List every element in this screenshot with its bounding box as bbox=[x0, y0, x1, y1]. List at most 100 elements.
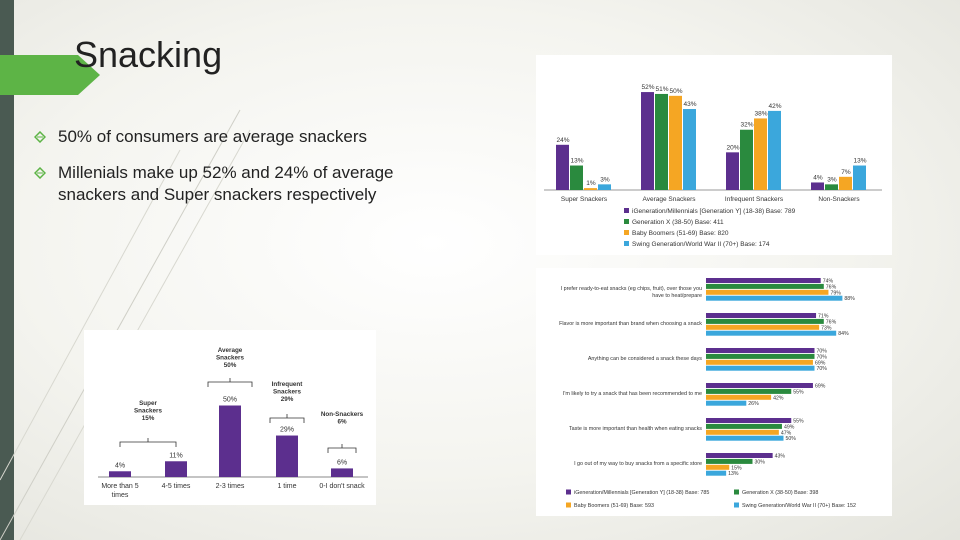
bar bbox=[706, 418, 792, 423]
category-label: 2-3 times bbox=[216, 483, 245, 490]
legend-entry: iGeneration/Millennials [Generation Y] (… bbox=[632, 208, 796, 215]
frequency-chart-panel: 4% 11% 50% 29% 6% More than 5 times 4-5 times 2-… bbox=[84, 330, 376, 505]
category-label: Non-Snackers bbox=[818, 196, 860, 203]
data-label: 88% bbox=[844, 296, 855, 302]
bar bbox=[706, 278, 821, 283]
bar bbox=[276, 435, 298, 477]
legend-swatch bbox=[734, 502, 739, 508]
data-label: 76% bbox=[826, 284, 837, 290]
legend-swatch bbox=[566, 489, 571, 495]
bar bbox=[669, 95, 682, 190]
bar bbox=[706, 464, 730, 470]
data-label: 6% bbox=[337, 459, 347, 466]
legend-entry: Swing Generation/World War II (70+) Base… bbox=[632, 241, 770, 248]
generation-snacker-chart-panel: 24% 13% 1% 3% Super Snackers 52% 51% 50% 43% Aver… bbox=[536, 55, 892, 255]
bar bbox=[740, 129, 753, 190]
data-label: 69% bbox=[815, 384, 826, 390]
data-label: 70% bbox=[817, 354, 828, 360]
category-label: More than 5 times bbox=[101, 483, 138, 499]
bar bbox=[165, 461, 187, 477]
bar bbox=[598, 184, 611, 190]
bar bbox=[706, 283, 824, 289]
data-label: 42% bbox=[773, 395, 784, 401]
category-label: I'm likely to try a snack that has been … bbox=[563, 391, 702, 397]
data-label: 49% bbox=[784, 424, 795, 430]
bar bbox=[706, 458, 753, 464]
legend-swatch bbox=[624, 219, 629, 224]
category-label: I prefer ready-to-eat snacks (eg chips, … bbox=[561, 286, 702, 299]
data-label: 55% bbox=[793, 419, 804, 425]
bar bbox=[683, 109, 696, 190]
bar bbox=[706, 429, 779, 435]
data-label: 15% bbox=[731, 465, 742, 471]
data-label: 51% bbox=[655, 86, 668, 93]
slide-title: Snacking bbox=[74, 34, 223, 75]
data-label: 20% bbox=[726, 144, 739, 151]
bar bbox=[219, 405, 241, 477]
legend-entry: Generation X (38-50) Base: 411 bbox=[632, 219, 724, 226]
bullet-text: Millenials make up 52% and 24% of averag… bbox=[58, 163, 394, 204]
group-annotation-line: 6% bbox=[337, 419, 347, 426]
data-label: 55% bbox=[793, 389, 804, 395]
legend-swatch bbox=[624, 208, 629, 213]
category-label: 1 time bbox=[277, 483, 296, 490]
group-annotation-line: 15% bbox=[142, 415, 155, 422]
data-label: 50% bbox=[223, 397, 237, 404]
category-label-line: I prefer ready-to-eat snacks (eg chips, … bbox=[561, 286, 702, 292]
bar bbox=[706, 470, 727, 476]
data-label: 74% bbox=[823, 279, 834, 285]
group-annotation-line: 29% bbox=[281, 396, 294, 403]
data-label: 43% bbox=[683, 101, 696, 108]
group-bracket bbox=[269, 414, 305, 423]
group-annotation-line: Infrequent bbox=[272, 381, 304, 388]
category-label-line: 2-3 times bbox=[216, 483, 245, 490]
group-annotation-line: Snackers bbox=[216, 355, 245, 362]
bar bbox=[584, 188, 597, 190]
data-label: 76% bbox=[826, 319, 837, 325]
data-label: 52% bbox=[641, 84, 654, 91]
data-label: 84% bbox=[838, 331, 849, 337]
data-label: 13% bbox=[728, 471, 739, 477]
frequency-chart: 4% 11% 50% 29% 6% More than 5 times 4-5 times 2-… bbox=[98, 347, 368, 499]
legend-swatch bbox=[624, 241, 629, 246]
group-annotation-line: Average bbox=[218, 347, 243, 354]
bar bbox=[706, 453, 773, 458]
data-label: 29% bbox=[280, 427, 294, 434]
bar bbox=[726, 152, 739, 190]
category-label: Super Snackers bbox=[561, 196, 608, 203]
data-label: 50% bbox=[669, 88, 682, 95]
bar bbox=[706, 353, 815, 359]
data-label: 42% bbox=[768, 103, 781, 110]
legend-swatch bbox=[734, 489, 739, 495]
category-label-line: 4-5 times bbox=[162, 483, 191, 490]
data-label: 71% bbox=[818, 314, 829, 320]
category-label: Taste is more important than health when… bbox=[569, 426, 702, 432]
attitudes-chart: I prefer ready-to-eat snacks (eg chips, … bbox=[559, 278, 856, 509]
bar bbox=[825, 184, 838, 190]
group-annotation-line: Snackers bbox=[273, 389, 302, 396]
diamond-bullet-icon bbox=[34, 131, 46, 143]
bar bbox=[706, 435, 784, 441]
bar bbox=[706, 348, 815, 353]
group-annotation: Infrequent Snackers 29% bbox=[272, 381, 304, 403]
bar bbox=[853, 165, 866, 190]
bar bbox=[839, 176, 852, 190]
category-label: I go out of my way to buy snacks from a … bbox=[574, 461, 702, 467]
legend-entry: Swing Generation/World War II (70+) Base… bbox=[742, 503, 856, 509]
bar bbox=[706, 330, 837, 336]
legend-entry: Baby Boomers (51-69) Base: 820 bbox=[632, 230, 729, 237]
bar bbox=[331, 468, 353, 477]
data-label: 13% bbox=[570, 158, 583, 165]
category-label-line: More than 5 bbox=[101, 483, 138, 490]
data-label: 30% bbox=[755, 459, 766, 465]
bar bbox=[811, 182, 824, 190]
bullet-item: Millenials make up 52% and 24% of averag… bbox=[34, 162, 454, 206]
attitudes-chart-panel: I prefer ready-to-eat snacks (eg chips, … bbox=[536, 268, 892, 516]
group-annotation-line: 50% bbox=[224, 362, 237, 369]
group-annotation: Non-Snackers 6% bbox=[321, 411, 364, 426]
legend-entry: Generation X (38-50) Base: 398 bbox=[742, 490, 818, 496]
group-annotation: Super Snackers 15% bbox=[134, 400, 163, 422]
group-annotation: Average Snackers 50% bbox=[216, 347, 245, 369]
bullet-text: 50% of consumers are average snackers bbox=[58, 127, 367, 146]
data-label: 38% bbox=[754, 110, 767, 117]
